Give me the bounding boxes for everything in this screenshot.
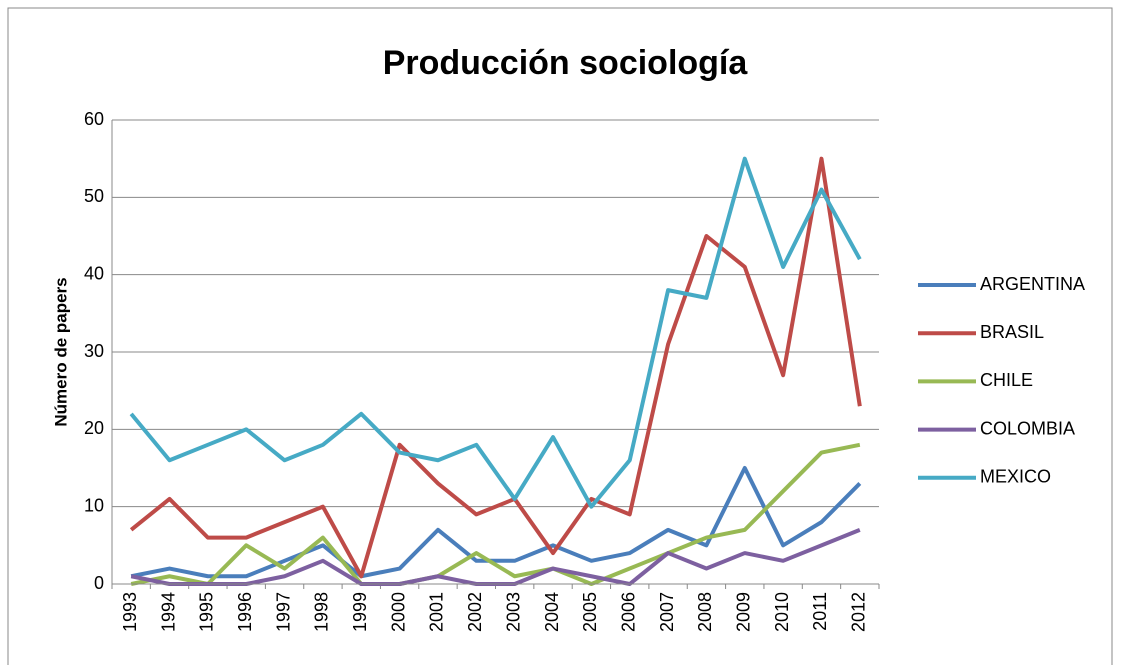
y-axis-label: Número de papers <box>51 277 70 426</box>
x-tick-label: 1995 <box>197 592 217 632</box>
y-tick-label: 10 <box>84 495 104 515</box>
y-tick-label: 20 <box>84 418 104 438</box>
x-tick-label: 2011 <box>810 592 830 631</box>
y-tick-label: 0 <box>94 573 104 593</box>
x-tick-label: 1999 <box>350 592 370 632</box>
x-tick-label: 2010 <box>772 592 792 632</box>
x-tick-label: 1997 <box>273 592 293 632</box>
x-tick-label: 2012 <box>849 592 869 632</box>
x-tick-label: 2001 <box>427 592 447 632</box>
legend-label: CHILE <box>980 370 1033 390</box>
x-tick-label: 2006 <box>618 592 638 632</box>
legend-label: MEXICO <box>980 467 1051 487</box>
legend-label: COLOMBIA <box>980 418 1075 438</box>
x-tick-label: 1998 <box>312 592 332 632</box>
x-tick-label: 2000 <box>388 592 408 632</box>
x-tick-label: 2007 <box>657 592 677 632</box>
series-line <box>130 442 861 586</box>
series-line <box>129 156 862 509</box>
y-tick-label: 60 <box>84 109 104 129</box>
series-line <box>129 156 862 579</box>
x-tick-label: 2002 <box>465 592 485 632</box>
x-tick-label: 1993 <box>120 592 140 632</box>
legend-label: BRASIL <box>980 322 1044 342</box>
y-tick-label: 40 <box>84 263 104 283</box>
chart-title: Producción sociología <box>383 44 749 82</box>
x-tick-label: 2009 <box>734 592 754 632</box>
y-tick-label: 50 <box>84 186 104 206</box>
x-tick-label: 1996 <box>235 592 255 632</box>
x-tick-label: 1994 <box>158 592 178 632</box>
y-tick-label: 30 <box>84 341 104 361</box>
x-tick-label: 2008 <box>695 592 715 632</box>
series-line <box>130 466 862 579</box>
x-tick-label: 2005 <box>580 592 600 632</box>
x-tick-label: 2004 <box>542 592 562 632</box>
legend-label: ARGENTINA <box>980 274 1085 294</box>
x-tick-label: 2003 <box>503 592 523 632</box>
chart-frame <box>7 7 1113 665</box>
